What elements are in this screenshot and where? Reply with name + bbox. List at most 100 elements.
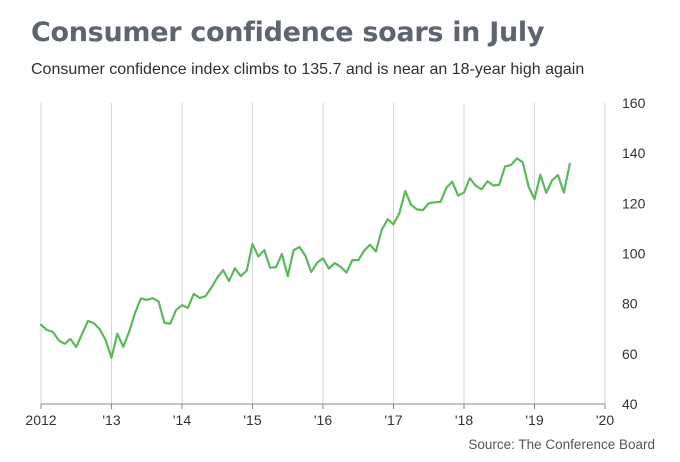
x-tick-label: '19 [525, 412, 543, 428]
data-point [416, 208, 418, 211]
data-point [527, 185, 530, 188]
data-point [539, 173, 542, 176]
data-point [175, 309, 178, 311]
data-point [351, 259, 354, 261]
y-tick-label: 80 [622, 296, 638, 312]
data-point [104, 339, 107, 341]
data-point [521, 161, 524, 164]
x-tick-label: '14 [173, 412, 191, 428]
data-point [263, 249, 266, 251]
data-point [404, 190, 407, 192]
data-point [122, 345, 125, 348]
data-point [339, 265, 342, 268]
y-tick-label: 40 [622, 396, 638, 412]
data-point [151, 297, 154, 300]
x-tick-label: '15 [243, 412, 261, 428]
data-point [357, 259, 360, 262]
data-point [134, 312, 136, 315]
data-point [204, 295, 207, 298]
data-point [298, 246, 301, 248]
data-point [515, 157, 518, 160]
data-point [222, 269, 225, 271]
data-point [192, 292, 195, 295]
data-point [398, 212, 401, 215]
data-point [451, 180, 454, 183]
data-point [533, 198, 536, 200]
data-point [87, 320, 89, 322]
x-tick-label: '18 [455, 412, 473, 428]
data-point [463, 191, 465, 194]
data-point [157, 300, 160, 303]
data-point [116, 332, 119, 335]
data-point [433, 201, 436, 204]
data-point [492, 184, 495, 187]
data-point [128, 330, 131, 333]
data-point [233, 267, 236, 270]
data-point [245, 269, 248, 272]
data-point [562, 191, 565, 194]
data-point [45, 329, 48, 331]
data-point [181, 304, 183, 307]
x-tick-label: '17 [384, 412, 402, 428]
data-point [40, 323, 42, 326]
data-point [392, 223, 395, 226]
data-point [498, 183, 501, 186]
data-point [480, 188, 483, 191]
x-tick-label: '16 [314, 412, 332, 428]
y-axis-tick-labels: 40 60 80 100 120 140 160 [622, 95, 646, 412]
data-point [486, 180, 489, 183]
data-point [316, 261, 319, 264]
data-point [386, 218, 389, 221]
data-point [239, 275, 242, 277]
data-point [322, 257, 324, 260]
data-point [216, 276, 219, 279]
data-point [345, 271, 348, 274]
source-note: Source: The Conference Board [468, 437, 655, 452]
data-point [228, 280, 230, 282]
data-point [457, 194, 460, 197]
data-point [275, 266, 277, 268]
data-point [568, 163, 571, 165]
data-point [210, 286, 213, 289]
data-point [333, 262, 336, 264]
x-tick-label: '20 [596, 412, 614, 428]
chart-subtitle: Consumer confidence index climbs to 135.… [31, 61, 585, 78]
data-point [474, 184, 477, 187]
x-tick-label: 2012 [25, 412, 56, 428]
data-point [292, 249, 295, 252]
data-point [145, 299, 148, 301]
data-point [139, 297, 142, 300]
x-axis-tick-labels: 2012 '13 '14 '15 '16 '17 '18 '19 '20 [25, 412, 614, 428]
chart-title: Consumer confidence soars in July [31, 17, 545, 48]
y-tick-label: 100 [622, 246, 646, 262]
data-point [286, 275, 289, 277]
data-point [51, 330, 54, 333]
data-point [251, 243, 254, 245]
y-tick-label: 120 [622, 195, 646, 211]
x-tick-label: '13 [102, 412, 120, 428]
data-point [75, 346, 78, 348]
grid-lines [40, 103, 606, 404]
y-tick-label: 60 [622, 346, 638, 362]
series-layer [39, 157, 571, 359]
data-point [374, 250, 377, 253]
data-point [410, 203, 413, 206]
data-point [504, 165, 507, 168]
data-point [98, 328, 101, 331]
data-point [81, 332, 84, 335]
data-point [257, 255, 260, 258]
data-point [421, 209, 424, 212]
data-point [110, 356, 113, 359]
data-point [163, 321, 166, 324]
data-point [327, 267, 330, 270]
data-point [551, 179, 554, 182]
data-point [269, 266, 272, 269]
data-point [369, 243, 371, 246]
y-tick-label: 160 [622, 95, 646, 111]
data-point [92, 322, 95, 325]
series-line [39, 157, 571, 359]
data-point [380, 229, 383, 231]
data-point [510, 164, 512, 166]
data-point [427, 202, 430, 205]
